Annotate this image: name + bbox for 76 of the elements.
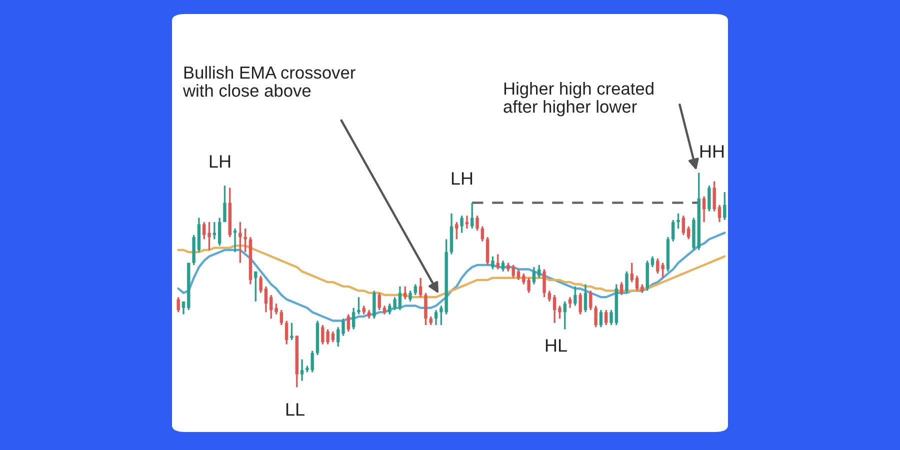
candlestick [501,260,505,272]
candlestick [589,290,592,311]
candlestick [352,307,356,330]
candlestick [650,256,654,268]
candlestick [336,326,340,348]
candlestick [610,309,613,326]
candlestick [682,214,686,236]
candlestick [630,262,634,283]
candlestick [270,294,273,320]
candlestick [408,290,412,302]
candlestick [414,283,418,296]
candlestick [604,309,608,326]
candlestick [599,309,603,328]
candlestick [378,292,381,311]
candlestick [686,226,690,240]
candlestick [542,268,546,298]
candlestick [424,292,428,326]
candlestick [274,302,278,316]
candlestick [672,219,675,242]
text: HH [700,145,724,158]
candlestick [244,228,247,253]
candlestick [434,309,438,326]
candlestick [455,221,458,240]
candlestick [342,318,345,337]
candlestick [635,274,639,292]
candlestick [676,212,680,230]
candlestick [254,270,258,302]
candlestick [620,281,624,296]
candlestick [176,296,180,314]
candlestick [584,283,588,314]
candlestick [300,358,304,382]
candlestick [398,286,402,311]
text: LL [286,403,304,416]
candlestick [357,296,360,316]
candlestick [259,274,262,294]
candlestick [182,300,186,316]
candlestick [491,256,494,270]
candlestick [594,304,598,328]
candlestick [702,196,706,223]
candlestick [486,236,490,266]
candlestick [346,313,350,332]
candlestick [723,191,726,221]
candlestick [372,290,376,320]
candlestick [470,202,474,230]
candlestick [625,270,628,294]
candlestick [480,226,484,242]
candlestick [223,184,226,223]
candlestick [460,214,464,234]
candlestick [280,309,284,326]
candlestick [476,214,479,232]
candlestick [331,330,335,344]
candlestick [578,292,582,316]
candlestick [284,320,288,346]
candlestick [233,228,237,253]
text: LH [210,155,230,168]
candlestick [718,204,722,223]
candlestick [290,322,294,341]
candlestick [708,184,711,212]
candlestick [208,221,211,251]
annotation: HL [546,339,567,352]
candlestick [202,221,206,240]
text: Bullish EMA crossover with close above [182,66,356,97]
candlestick [238,221,242,264]
candlestick [563,300,566,330]
candlestick [552,294,556,324]
candlestick [712,180,716,212]
candlestick [574,286,577,307]
candlestick [558,304,562,320]
candlestick [516,268,520,281]
candlestick [418,277,422,298]
candlestick [548,290,552,302]
candlestick [532,266,536,286]
text: Higher high created after higher lower [504,82,654,116]
candlestick [218,216,222,247]
candlestick [264,286,268,314]
annotation: LH [452,172,472,185]
